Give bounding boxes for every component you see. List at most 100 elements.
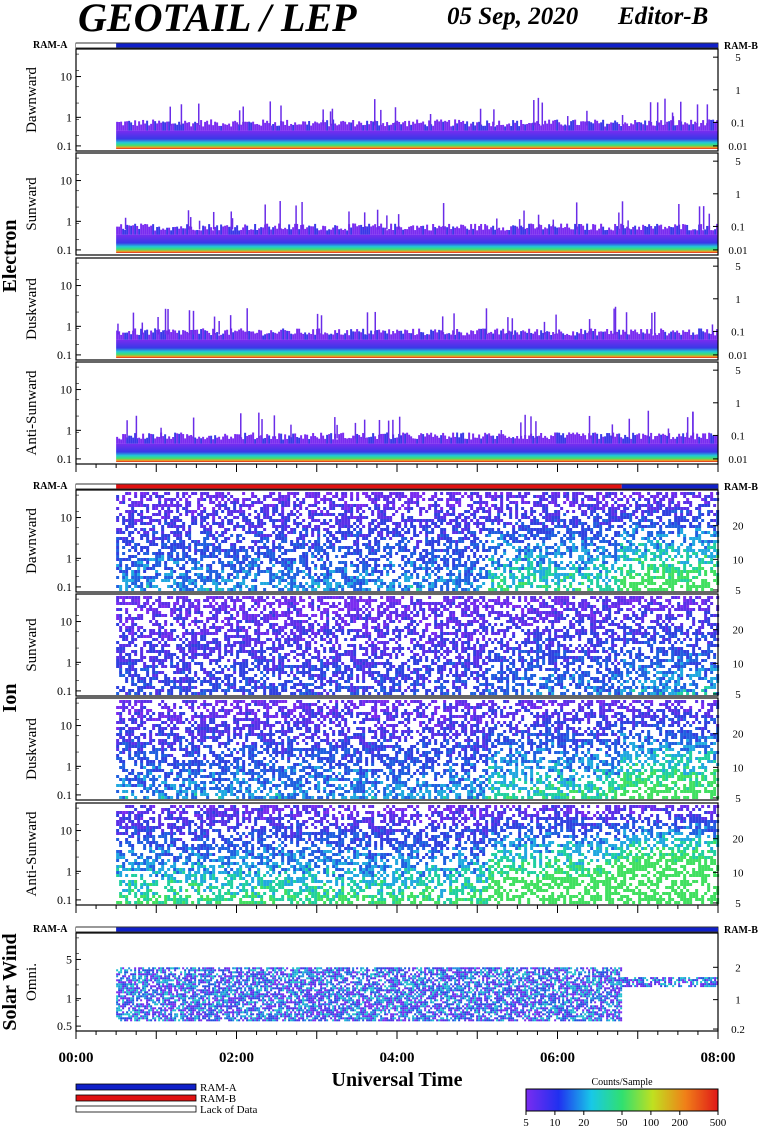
electron-fringe [416, 120, 418, 131]
ion-cell [434, 495, 437, 498]
ion-cell [188, 528, 191, 531]
ion-cell [311, 534, 314, 537]
electron-spike [133, 313, 135, 335]
electron-fringe [524, 229, 526, 235]
electron-fringe [236, 434, 238, 443]
ion-cell [554, 588, 557, 591]
ion-cell [302, 525, 305, 528]
ion-cell [629, 585, 632, 588]
ion-cell [680, 576, 683, 579]
ion-cell [356, 549, 359, 552]
ion-cell [503, 549, 506, 552]
ion-cell [257, 513, 260, 516]
ion-cell [647, 567, 650, 570]
ion-cell [659, 534, 662, 537]
ion-cell [509, 543, 512, 546]
ion-cell [380, 531, 383, 534]
ion-cell [119, 564, 122, 567]
ion-cell [335, 492, 338, 495]
electron-fringe [226, 225, 228, 234]
ion-cell [692, 567, 695, 570]
ion-cell [341, 495, 344, 498]
ion-cell [416, 519, 419, 522]
electron-fringe [222, 123, 224, 130]
electron-fringe [320, 122, 322, 130]
ion-cell [164, 498, 167, 501]
ion-cell [221, 570, 224, 573]
electron-fringe [432, 331, 434, 340]
ion-cell [641, 576, 644, 579]
ion-cell [293, 504, 296, 507]
electron-fringe [498, 434, 500, 444]
ion-cell [395, 543, 398, 546]
ion-cell [422, 492, 425, 495]
ion-cell [302, 555, 305, 558]
ion-cell [401, 534, 404, 537]
ion-cell [680, 585, 683, 588]
ion-cell [152, 564, 155, 567]
ion-cell [200, 516, 203, 519]
ion-cell [608, 552, 611, 555]
electron-fringe [450, 438, 452, 444]
electron-spike [330, 111, 332, 125]
ion-cell [158, 573, 161, 576]
ion-cell [170, 501, 173, 504]
ion-cell [332, 504, 335, 507]
ion-cell [572, 567, 575, 570]
electron-fringe [562, 333, 564, 339]
ion-cell [350, 564, 353, 567]
ion-cell [524, 528, 527, 531]
ion-cell [464, 492, 467, 495]
ion-cell [275, 498, 278, 501]
ion-cell [329, 492, 332, 495]
ion-cell [386, 516, 389, 519]
ion-cell [365, 504, 368, 507]
ion-cell [353, 576, 356, 579]
ion-cell [458, 540, 461, 543]
ion-cell [668, 498, 671, 501]
electron-fringe [520, 226, 522, 235]
ion-cell [239, 567, 242, 570]
electron-fringe [478, 434, 480, 443]
electron-fringe [390, 125, 392, 131]
ion-cell [377, 540, 380, 543]
electron-fringe [204, 439, 206, 443]
ion-cell [497, 561, 500, 564]
electron-fringe [606, 230, 608, 235]
electron-spike [486, 308, 488, 334]
electron-fringe [710, 230, 712, 234]
ion-cell [251, 567, 254, 570]
ion-cell [314, 546, 317, 549]
ion-cell [620, 510, 623, 513]
ion-cell [242, 561, 245, 564]
ion-cell [512, 501, 515, 504]
ion-cell [584, 537, 587, 540]
electron-fringe [674, 332, 676, 339]
ion-cell [323, 582, 326, 585]
ion-cell [317, 513, 320, 516]
ion-cell [470, 504, 473, 507]
ion-cell [296, 573, 299, 576]
ion-cell [488, 534, 491, 537]
ion-cell [614, 546, 617, 549]
ion-cell [281, 537, 284, 540]
ion-cell [623, 546, 626, 549]
ion-cell [302, 543, 305, 546]
electron-fringe [534, 332, 536, 340]
ion-cell [458, 522, 461, 525]
ion-cell [185, 492, 188, 495]
ion-cell [686, 582, 689, 585]
ion-cell [371, 513, 374, 516]
ion-cell [341, 588, 344, 591]
electron-fringe [480, 224, 482, 235]
ion-cell [452, 498, 455, 501]
ion-cell [254, 516, 257, 519]
ion-cell [404, 525, 407, 528]
ion-cell [500, 537, 503, 540]
ion-cell [626, 549, 629, 552]
ion-cell [239, 525, 242, 528]
ion-cell [488, 549, 491, 552]
ion-cell [197, 513, 200, 516]
ion-cell [227, 552, 230, 555]
electron-fringe [464, 124, 466, 131]
